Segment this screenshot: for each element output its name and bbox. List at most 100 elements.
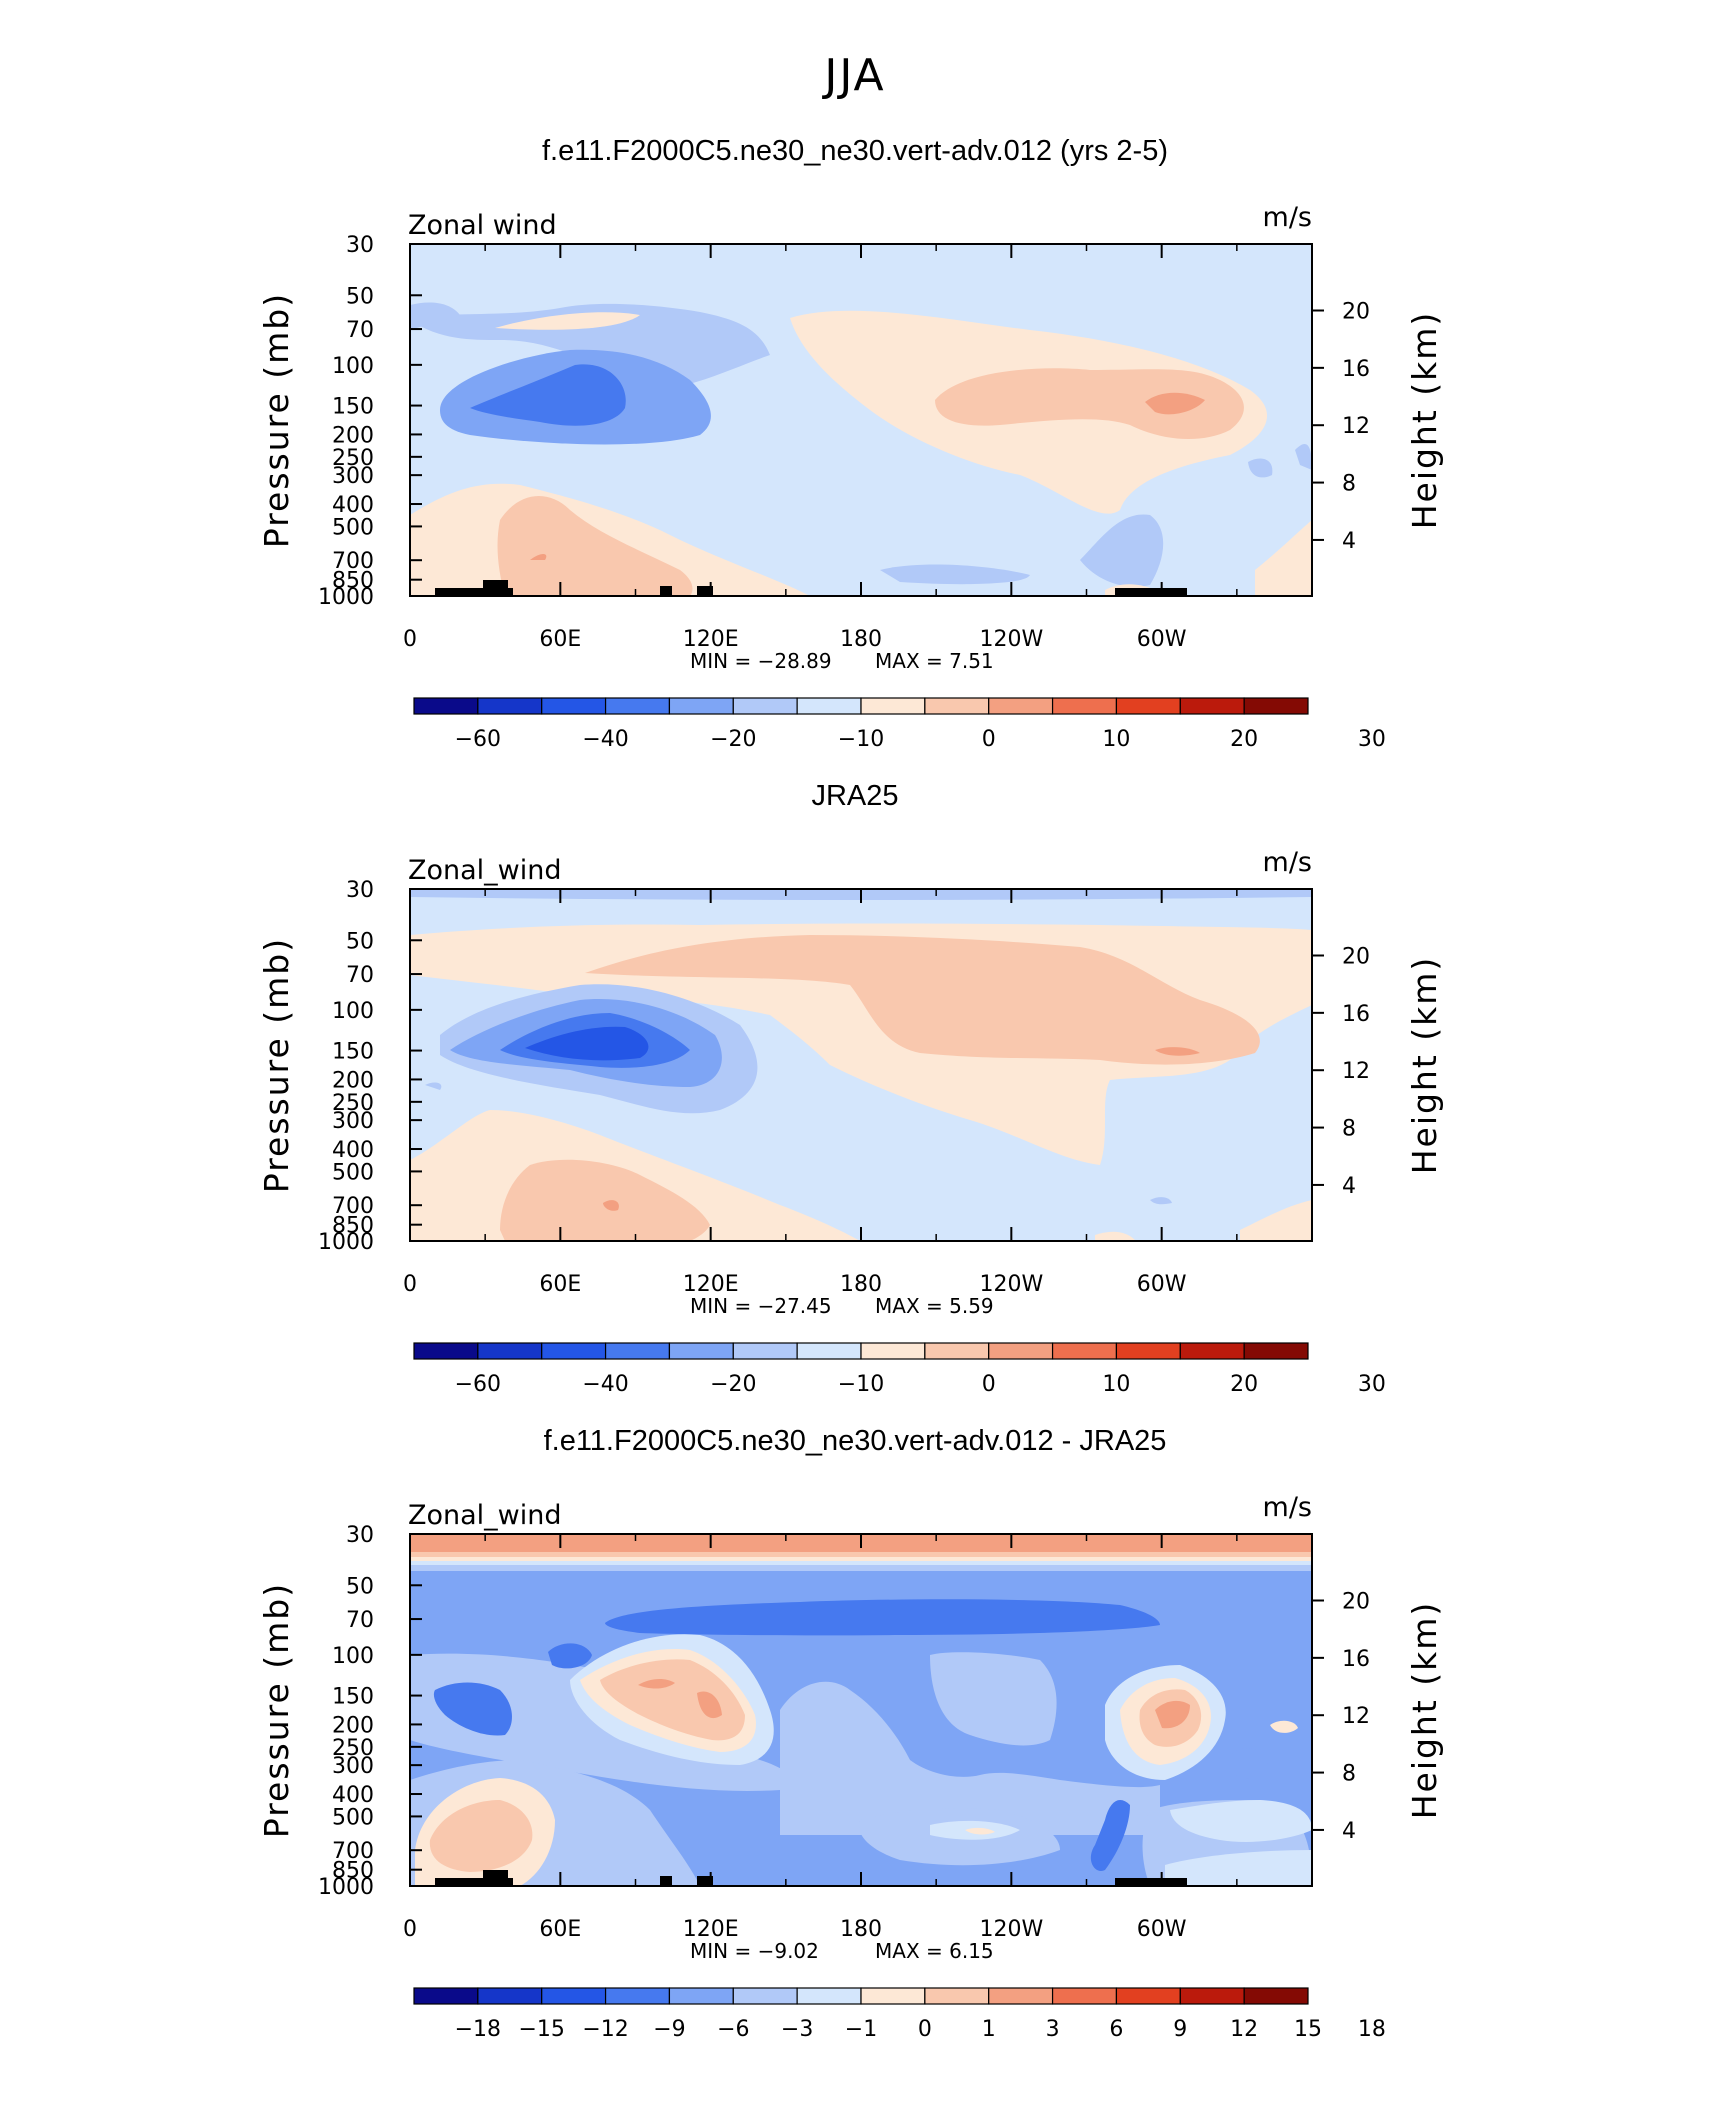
y-tick-label: 850 bbox=[332, 569, 374, 594]
x-tick-label: 60W bbox=[1137, 1272, 1187, 1297]
y-tick-label: 700 bbox=[332, 549, 374, 574]
y2-tick-label: 8 bbox=[1342, 472, 1356, 497]
colorbar-swatch bbox=[1051, 697, 1118, 715]
y-axis-title: Pressure (mb) bbox=[257, 937, 296, 1193]
y-tick-label: 50 bbox=[346, 1574, 374, 1599]
y2-tick-label: 16 bbox=[1342, 357, 1370, 382]
contour-lower-negative-1 bbox=[880, 564, 1030, 585]
contour-top-band-5 bbox=[410, 1565, 1312, 1571]
x-tick-label: 0 bbox=[403, 627, 417, 652]
colorbar-swatch bbox=[796, 1342, 862, 1360]
panel-2-chart: Zonal_wind m/s0 60E 120E 180 120W 60W305070100… bbox=[257, 847, 1444, 1397]
y-tick-label: 200 bbox=[332, 1068, 374, 1093]
colorbar-label: −60 bbox=[455, 727, 501, 752]
colorbar-swatch bbox=[668, 1987, 734, 2005]
colorbar-label: 30 bbox=[1358, 727, 1386, 752]
colorbar-swatch bbox=[1115, 697, 1181, 715]
colorbar-swatch bbox=[1115, 1342, 1181, 1360]
panel-1-chart: Zonal wind m/s0 60E 120E 180 120W 60W305070100… bbox=[257, 202, 1444, 752]
x-tick-label: 0 bbox=[403, 1917, 417, 1942]
x-tick-label: 120W bbox=[979, 1272, 1043, 1297]
y-tick-label: 300 bbox=[332, 1754, 374, 1779]
y2-axis-title: Height (km) bbox=[1405, 956, 1444, 1175]
y-tick-label: 500 bbox=[332, 1160, 374, 1185]
contour-upper-jet bbox=[605, 1599, 1160, 1636]
colorbar-swatch bbox=[860, 697, 926, 715]
y2-axis-title: Height (km) bbox=[1405, 1601, 1444, 1820]
y2-tick-label: 4 bbox=[1342, 1174, 1356, 1199]
colorbar-label: 18 bbox=[1358, 2017, 1386, 2042]
y2-tick-label: 16 bbox=[1342, 1647, 1370, 1672]
contour-top-band-2 bbox=[410, 1552, 1312, 1558]
topography-mask bbox=[435, 1870, 1187, 1886]
y2-tick-label: 20 bbox=[1342, 944, 1370, 969]
colorbar-label: −10 bbox=[838, 727, 884, 752]
panel-2: Zonal_wind m/s 0 60E 120E 180 120W 60W 30 50 70 100… bbox=[0, 835, 1710, 1475]
x-tick-label: 120W bbox=[979, 1917, 1043, 1942]
colorbar-swatch bbox=[668, 697, 734, 715]
panel-3-title: f.e11.F2000C5.ne30_ne30.vert-adv.012 - J… bbox=[543, 1425, 1167, 1457]
contour-right-lower-2 bbox=[1170, 1800, 1312, 1842]
y2-tick-label: 4 bbox=[1342, 529, 1356, 554]
contour-upper-positive-3 bbox=[935, 368, 1244, 440]
colorbar-swatch bbox=[477, 697, 543, 715]
x-tick-label: 120W bbox=[979, 627, 1043, 652]
colorbar-swatch bbox=[477, 1987, 543, 2005]
colorbar-swatch bbox=[413, 697, 479, 715]
y-axis-title: Pressure (mb) bbox=[257, 1582, 296, 1838]
y-tick-label: 250 bbox=[332, 446, 374, 471]
colorbar-swatch bbox=[1243, 697, 1309, 715]
y-tick-label: 100 bbox=[332, 354, 374, 379]
colorbar-label: 15 bbox=[1294, 2017, 1322, 2042]
colorbar-swatch bbox=[924, 1342, 990, 1360]
contour-lower-positive-2 bbox=[429, 1800, 533, 1872]
x-tick-label: 60W bbox=[1137, 627, 1187, 652]
x-tick-label: 60E bbox=[539, 1272, 581, 1297]
colorbar-swatch bbox=[988, 1987, 1054, 2005]
colorbar-label: 30 bbox=[1358, 1372, 1386, 1397]
contour-fields bbox=[410, 302, 1312, 596]
y-tick-label: 1000 bbox=[318, 1230, 374, 1255]
y-tick-label: 150 bbox=[332, 395, 374, 420]
contour-fields bbox=[410, 889, 1312, 1241]
contour-top-band-4 bbox=[410, 1561, 1312, 1566]
y-tick-label: 1000 bbox=[318, 585, 374, 610]
y-tick-label: 250 bbox=[332, 1091, 374, 1116]
x-tick-label: 180 bbox=[840, 1272, 882, 1297]
colorbar-swatch bbox=[413, 1987, 479, 2005]
contour-lower-positive-3 bbox=[603, 1200, 619, 1211]
y-tick-label: 300 bbox=[332, 464, 374, 489]
contour-left-negative bbox=[425, 1082, 442, 1090]
contour-jet-core bbox=[470, 364, 626, 426]
y2-tick-label: 20 bbox=[1342, 1589, 1370, 1614]
colorbar-swatch bbox=[541, 697, 607, 715]
y-tick-label: 400 bbox=[332, 1783, 374, 1808]
colorbar-label: 9 bbox=[1173, 2017, 1187, 2042]
colorbar-label: −15 bbox=[518, 2017, 564, 2042]
contour-upper-positive-5 bbox=[697, 1691, 722, 1719]
colorbar-swatch bbox=[1179, 1342, 1245, 1360]
contour-lower-positive-2 bbox=[497, 496, 693, 596]
colorbar-label: −10 bbox=[838, 1372, 884, 1397]
contour-top-band-3 bbox=[410, 1557, 1312, 1562]
contour-upper-left-negative bbox=[410, 302, 460, 330]
x-tick-label: 180 bbox=[840, 627, 882, 652]
colorbar-swatch bbox=[924, 697, 990, 715]
units-label: m/s bbox=[1263, 202, 1312, 233]
units-label: m/s bbox=[1263, 1492, 1312, 1523]
contour-right-negative bbox=[930, 1652, 1057, 1746]
colorbar-label: 20 bbox=[1230, 727, 1258, 752]
colorbar-label: 10 bbox=[1102, 1372, 1130, 1397]
colorbar-label: −6 bbox=[717, 2017, 749, 2042]
colorbar-label: −3 bbox=[781, 2017, 813, 2042]
contour-lower-negative-4 bbox=[1295, 444, 1312, 470]
contour-upper-positive-2 bbox=[585, 935, 1260, 1065]
y-tick-label: 500 bbox=[332, 515, 374, 540]
contour-left-blue-2 bbox=[548, 1643, 592, 1669]
colorbar-label: −60 bbox=[455, 1372, 501, 1397]
y2-tick-label: 12 bbox=[1342, 1059, 1370, 1084]
contour-lower-positive-5 bbox=[1095, 1231, 1135, 1241]
contour-upper-positive-1 bbox=[495, 312, 640, 330]
colorbar-label: 0 bbox=[918, 2017, 932, 2042]
colorbar-swatch bbox=[796, 1987, 862, 2005]
